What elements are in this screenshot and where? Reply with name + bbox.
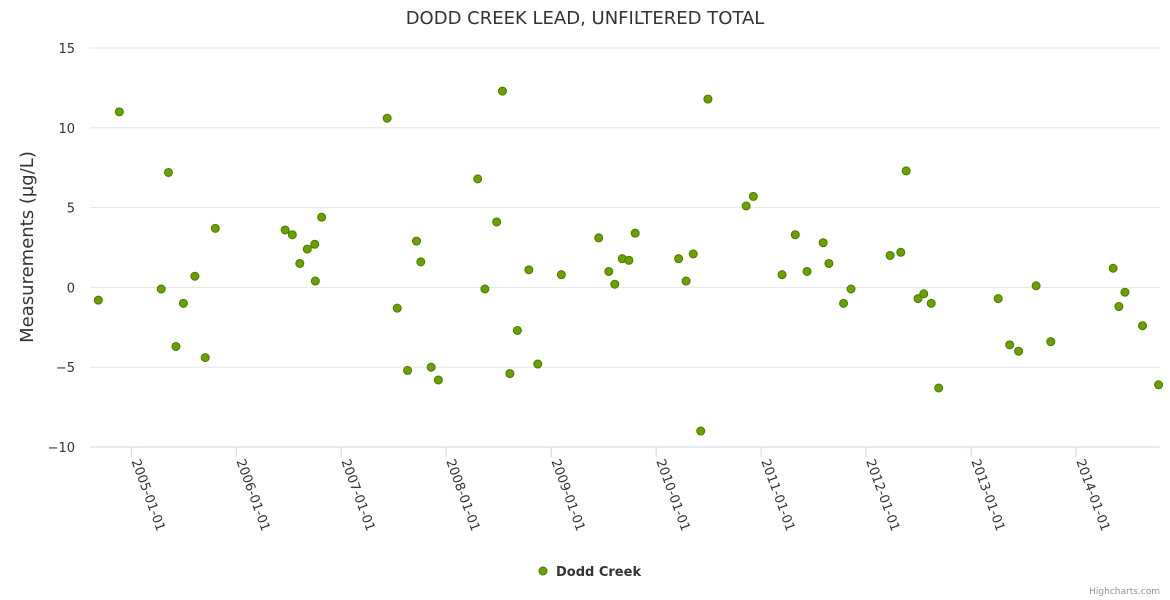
series-dodd-creek	[93, 86, 1164, 436]
grid-lines	[90, 47, 1160, 368]
legend-item-label: Dodd Creek	[556, 565, 641, 580]
data-point	[818, 238, 828, 248]
x-tick-label: 2012-01-01	[862, 457, 902, 533]
data-point	[163, 167, 173, 177]
data-point	[624, 255, 634, 265]
data-point	[156, 284, 166, 294]
data-point	[1108, 263, 1118, 273]
x-tick-label: 2007-01-01	[337, 457, 377, 533]
data-point	[512, 325, 522, 335]
x-tick-label: 2009-01-01	[548, 457, 588, 533]
y-axis-ticks: 15 10 5 0 −5 −10	[48, 42, 75, 456]
data-point	[741, 201, 751, 211]
data-point	[610, 279, 620, 289]
data-point	[696, 426, 706, 436]
data-point	[1005, 340, 1015, 350]
data-point	[497, 86, 507, 96]
data-point	[426, 362, 436, 372]
data-point	[604, 266, 614, 276]
credits-link[interactable]: Highcharts.com	[1089, 587, 1160, 597]
data-point	[280, 225, 290, 235]
data-point	[777, 270, 787, 280]
x-tick-label: 2006-01-01	[233, 457, 273, 533]
data-point	[913, 294, 923, 304]
data-point	[524, 265, 534, 275]
data-point	[630, 228, 640, 238]
data-point	[594, 233, 604, 243]
legend-marker	[538, 566, 548, 576]
y-tick-label: −5	[56, 361, 75, 376]
data-point	[93, 295, 103, 305]
y-tick-label: 15	[58, 42, 75, 57]
data-point	[480, 284, 490, 294]
data-point	[473, 174, 483, 184]
data-point	[190, 271, 200, 281]
data-point	[411, 236, 421, 246]
data-point	[533, 359, 543, 369]
data-point	[846, 284, 856, 294]
data-point	[926, 298, 936, 308]
x-tick-label: 2011-01-01	[757, 457, 797, 533]
data-point	[703, 94, 713, 104]
data-point	[310, 276, 320, 286]
y-tick-label: −10	[48, 441, 75, 456]
data-point	[416, 257, 426, 267]
x-tick-label: 2005-01-01	[128, 457, 168, 533]
data-point	[824, 258, 834, 268]
data-point	[1031, 281, 1041, 291]
data-point	[934, 383, 944, 393]
data-point	[382, 113, 392, 123]
data-point	[295, 258, 305, 268]
data-point	[839, 298, 849, 308]
data-point	[896, 247, 906, 257]
data-point	[1046, 337, 1056, 347]
data-point	[993, 294, 1003, 304]
data-point	[200, 353, 210, 363]
data-point	[310, 239, 320, 249]
chart-title: DODD CREEK LEAD, UNFILTERED TOTAL	[406, 8, 765, 29]
data-point	[505, 369, 515, 379]
data-point	[403, 365, 413, 375]
data-point	[1114, 302, 1124, 312]
y-tick-label: 0	[67, 281, 75, 296]
y-axis-label: Measurements (µg/L)	[17, 151, 38, 343]
x-tick-label: 2010-01-01	[652, 457, 692, 533]
data-point	[210, 223, 220, 233]
x-tick-label: 2013-01-01	[967, 457, 1007, 533]
x-tick-label: 2014-01-01	[1072, 457, 1112, 533]
x-tick-label: 2008-01-01	[442, 457, 482, 533]
y-tick-label: 5	[67, 202, 75, 217]
data-point	[1014, 346, 1024, 356]
data-point	[302, 244, 312, 254]
data-point	[802, 266, 812, 276]
data-point	[1137, 321, 1147, 331]
data-point	[492, 217, 502, 227]
data-point	[287, 230, 297, 240]
data-point	[1154, 380, 1164, 390]
data-point	[681, 276, 691, 286]
data-point	[790, 230, 800, 240]
data-point	[433, 375, 443, 385]
data-point	[556, 270, 566, 280]
data-point	[919, 289, 929, 299]
data-point	[688, 249, 698, 259]
data-point	[674, 254, 684, 264]
data-point	[317, 212, 327, 222]
data-point	[171, 341, 181, 351]
data-point	[178, 298, 188, 308]
x-axis-ticks: 2005-01-01 2006-01-01 2007-01-01 2008-01-01…	[128, 447, 1112, 533]
y-tick-label: 10	[58, 122, 75, 137]
data-point	[748, 191, 758, 201]
data-point	[114, 107, 124, 117]
data-point	[885, 250, 895, 260]
data-point	[1120, 287, 1130, 297]
data-point	[901, 166, 911, 176]
legend[interactable]: Dodd Creek	[538, 565, 641, 580]
data-point	[392, 303, 402, 313]
